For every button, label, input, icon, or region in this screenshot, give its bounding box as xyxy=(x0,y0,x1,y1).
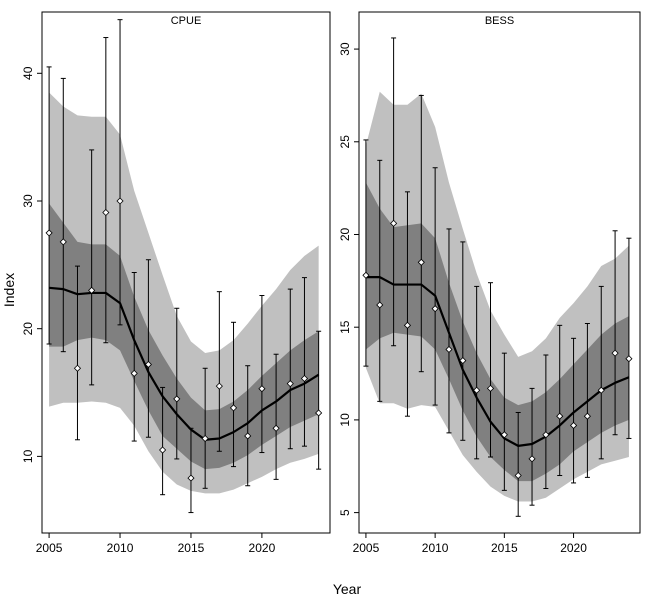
data-point xyxy=(417,258,425,266)
data-point xyxy=(130,369,138,377)
data-point xyxy=(300,374,309,383)
data-point xyxy=(445,345,453,354)
y-tick-label: 30 xyxy=(21,194,35,208)
data-point xyxy=(528,455,536,463)
trend-line xyxy=(365,276,630,447)
y-tick-label: 20 xyxy=(338,227,352,241)
data-point xyxy=(201,434,209,443)
y-tick-label: 5 xyxy=(338,509,352,516)
data-point xyxy=(45,229,53,237)
x-tick-label: 2010 xyxy=(422,541,449,555)
data-point xyxy=(390,219,398,227)
y-tick-label: 15 xyxy=(338,320,352,334)
y-tick-label: 25 xyxy=(338,135,352,149)
data-point xyxy=(376,301,384,309)
y-tick-label: 10 xyxy=(21,449,35,463)
trend-line xyxy=(48,286,320,441)
data-point xyxy=(403,321,412,329)
data-point xyxy=(116,197,124,205)
x-tick-label: 2020 xyxy=(560,541,587,555)
x-tick-label: 2005 xyxy=(353,541,380,555)
data-point xyxy=(362,271,370,279)
plot-frame xyxy=(41,11,331,534)
inner-confidence-band xyxy=(365,182,629,482)
data-point xyxy=(556,412,564,420)
data-point xyxy=(159,446,167,454)
data-point xyxy=(569,421,578,430)
data-point xyxy=(258,385,266,393)
data-point xyxy=(229,404,238,412)
data-point xyxy=(102,208,110,217)
data-point xyxy=(286,380,294,388)
data-point xyxy=(431,305,439,313)
data-point xyxy=(611,349,619,357)
data-point xyxy=(73,364,82,372)
panel-title: BESS xyxy=(485,15,514,27)
panel-bess: BESS 2005 2010 2015 2020 5 10 15 20 25 30 xyxy=(338,11,641,555)
y-tick-label: 10 xyxy=(338,413,352,427)
data-point xyxy=(187,474,195,482)
y-axis-title: Index xyxy=(1,273,17,307)
x-tick-label: 2015 xyxy=(178,541,205,555)
x-tick-label: 2005 xyxy=(36,541,63,555)
data-point xyxy=(173,395,181,403)
inner-confidence-band xyxy=(49,203,319,470)
x-tick-label: 2010 xyxy=(107,541,134,555)
panel-title: CPUE xyxy=(171,15,202,27)
data-point xyxy=(514,471,522,480)
x-tick-label: 2015 xyxy=(491,541,518,555)
data-point xyxy=(244,432,252,440)
y-tick-label: 20 xyxy=(21,322,35,336)
data-point xyxy=(486,384,495,392)
data-point xyxy=(500,431,508,439)
data-point xyxy=(59,238,67,246)
data-point xyxy=(542,431,550,439)
data-point xyxy=(597,386,605,394)
data-point xyxy=(88,286,96,294)
data-point xyxy=(459,357,467,365)
data-point xyxy=(625,355,633,363)
data-point xyxy=(272,424,280,432)
panel-cpue: CPUE 2005 2010 2015 2020 10 20 30 40 xyxy=(21,11,331,555)
x-axis-title: Year xyxy=(333,581,362,597)
data-point xyxy=(315,409,323,417)
data-point xyxy=(215,382,223,390)
plot-frame xyxy=(358,11,641,534)
y-tick-label: 40 xyxy=(21,66,35,80)
x-tick-label: 2020 xyxy=(249,541,276,555)
data-point xyxy=(144,360,152,369)
data-point xyxy=(583,412,591,420)
y-tick-label: 30 xyxy=(338,42,352,56)
data-point xyxy=(473,386,481,394)
